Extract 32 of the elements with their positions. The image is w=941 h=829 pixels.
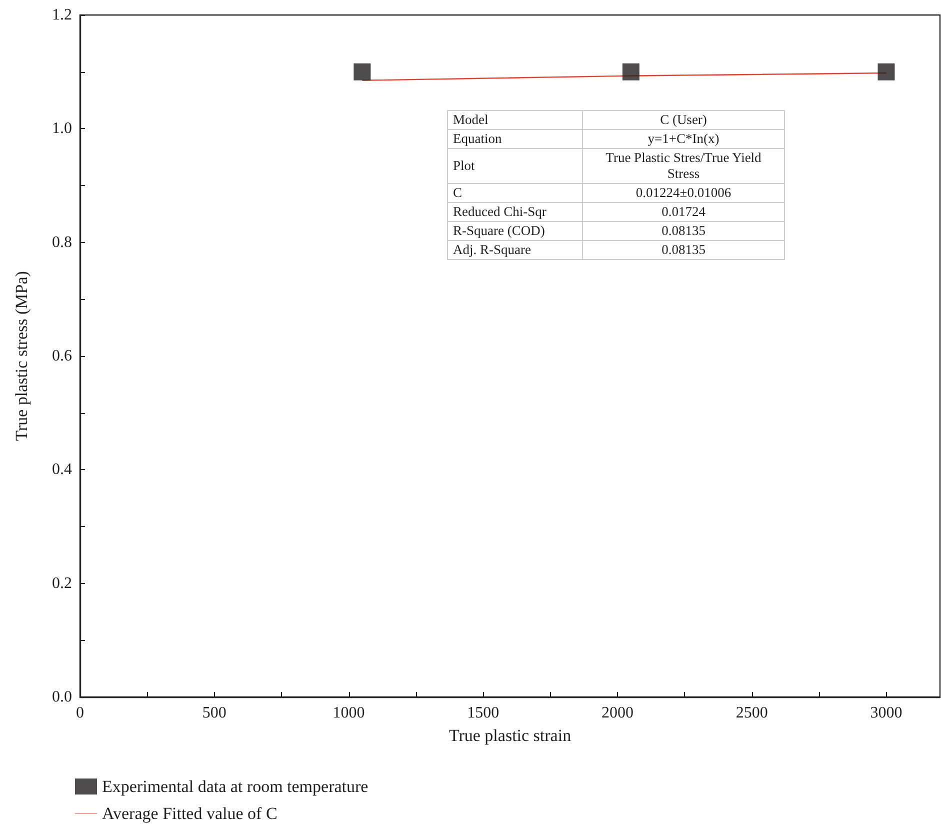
- annotation: True Plastic Stres/True Yield Stress: [582, 148, 784, 184]
- annotation: 0.08135: [582, 240, 784, 260]
- x-tick-label: 500: [202, 704, 226, 722]
- annotation: C: [448, 184, 582, 202]
- y-axis-title: True plastic stress (MPa): [12, 271, 31, 441]
- y-tick-label: 1.0: [52, 120, 72, 138]
- annotation: 0.01224±0.01006: [582, 184, 784, 202]
- annotation: Model: [448, 110, 582, 130]
- x-axis-title: True plastic strain: [448, 726, 572, 745]
- annotation: R-Square (COD): [448, 222, 582, 240]
- y-tick-label: 0.8: [52, 234, 72, 251]
- x-tick-label: 2500: [736, 704, 768, 722]
- annotation: 0.08135: [582, 222, 784, 240]
- y-tick-label: 0.6: [52, 348, 72, 364]
- annotation: Equation: [448, 130, 582, 148]
- annotation: Adj. R-Square: [448, 240, 582, 260]
- annotation: 0.01724: [582, 202, 784, 222]
- y-tick-label: 1.2: [52, 6, 72, 24]
- annotation: Plot: [448, 148, 582, 184]
- x-tick-label: 0: [76, 704, 84, 722]
- annotation: y=1+C*In(x): [582, 130, 784, 148]
- legend-label: Experimental data at room temperature: [102, 777, 368, 796]
- x-tick-label: 3000: [870, 704, 902, 722]
- annotation: C (User): [582, 110, 784, 130]
- x-tick-label: 1500: [467, 704, 500, 722]
- y-tick-label: 0.4: [52, 461, 72, 478]
- y-tick-label: 0.2: [52, 574, 72, 592]
- x-tick-label: 2000: [602, 704, 634, 722]
- annotation: Reduced Chi-Sqr: [448, 202, 582, 222]
- y-tick-label: 0.0: [52, 688, 72, 706]
- legend-label: Average Fitted value of C: [102, 804, 278, 823]
- x-tick-label: 1000: [332, 704, 365, 722]
